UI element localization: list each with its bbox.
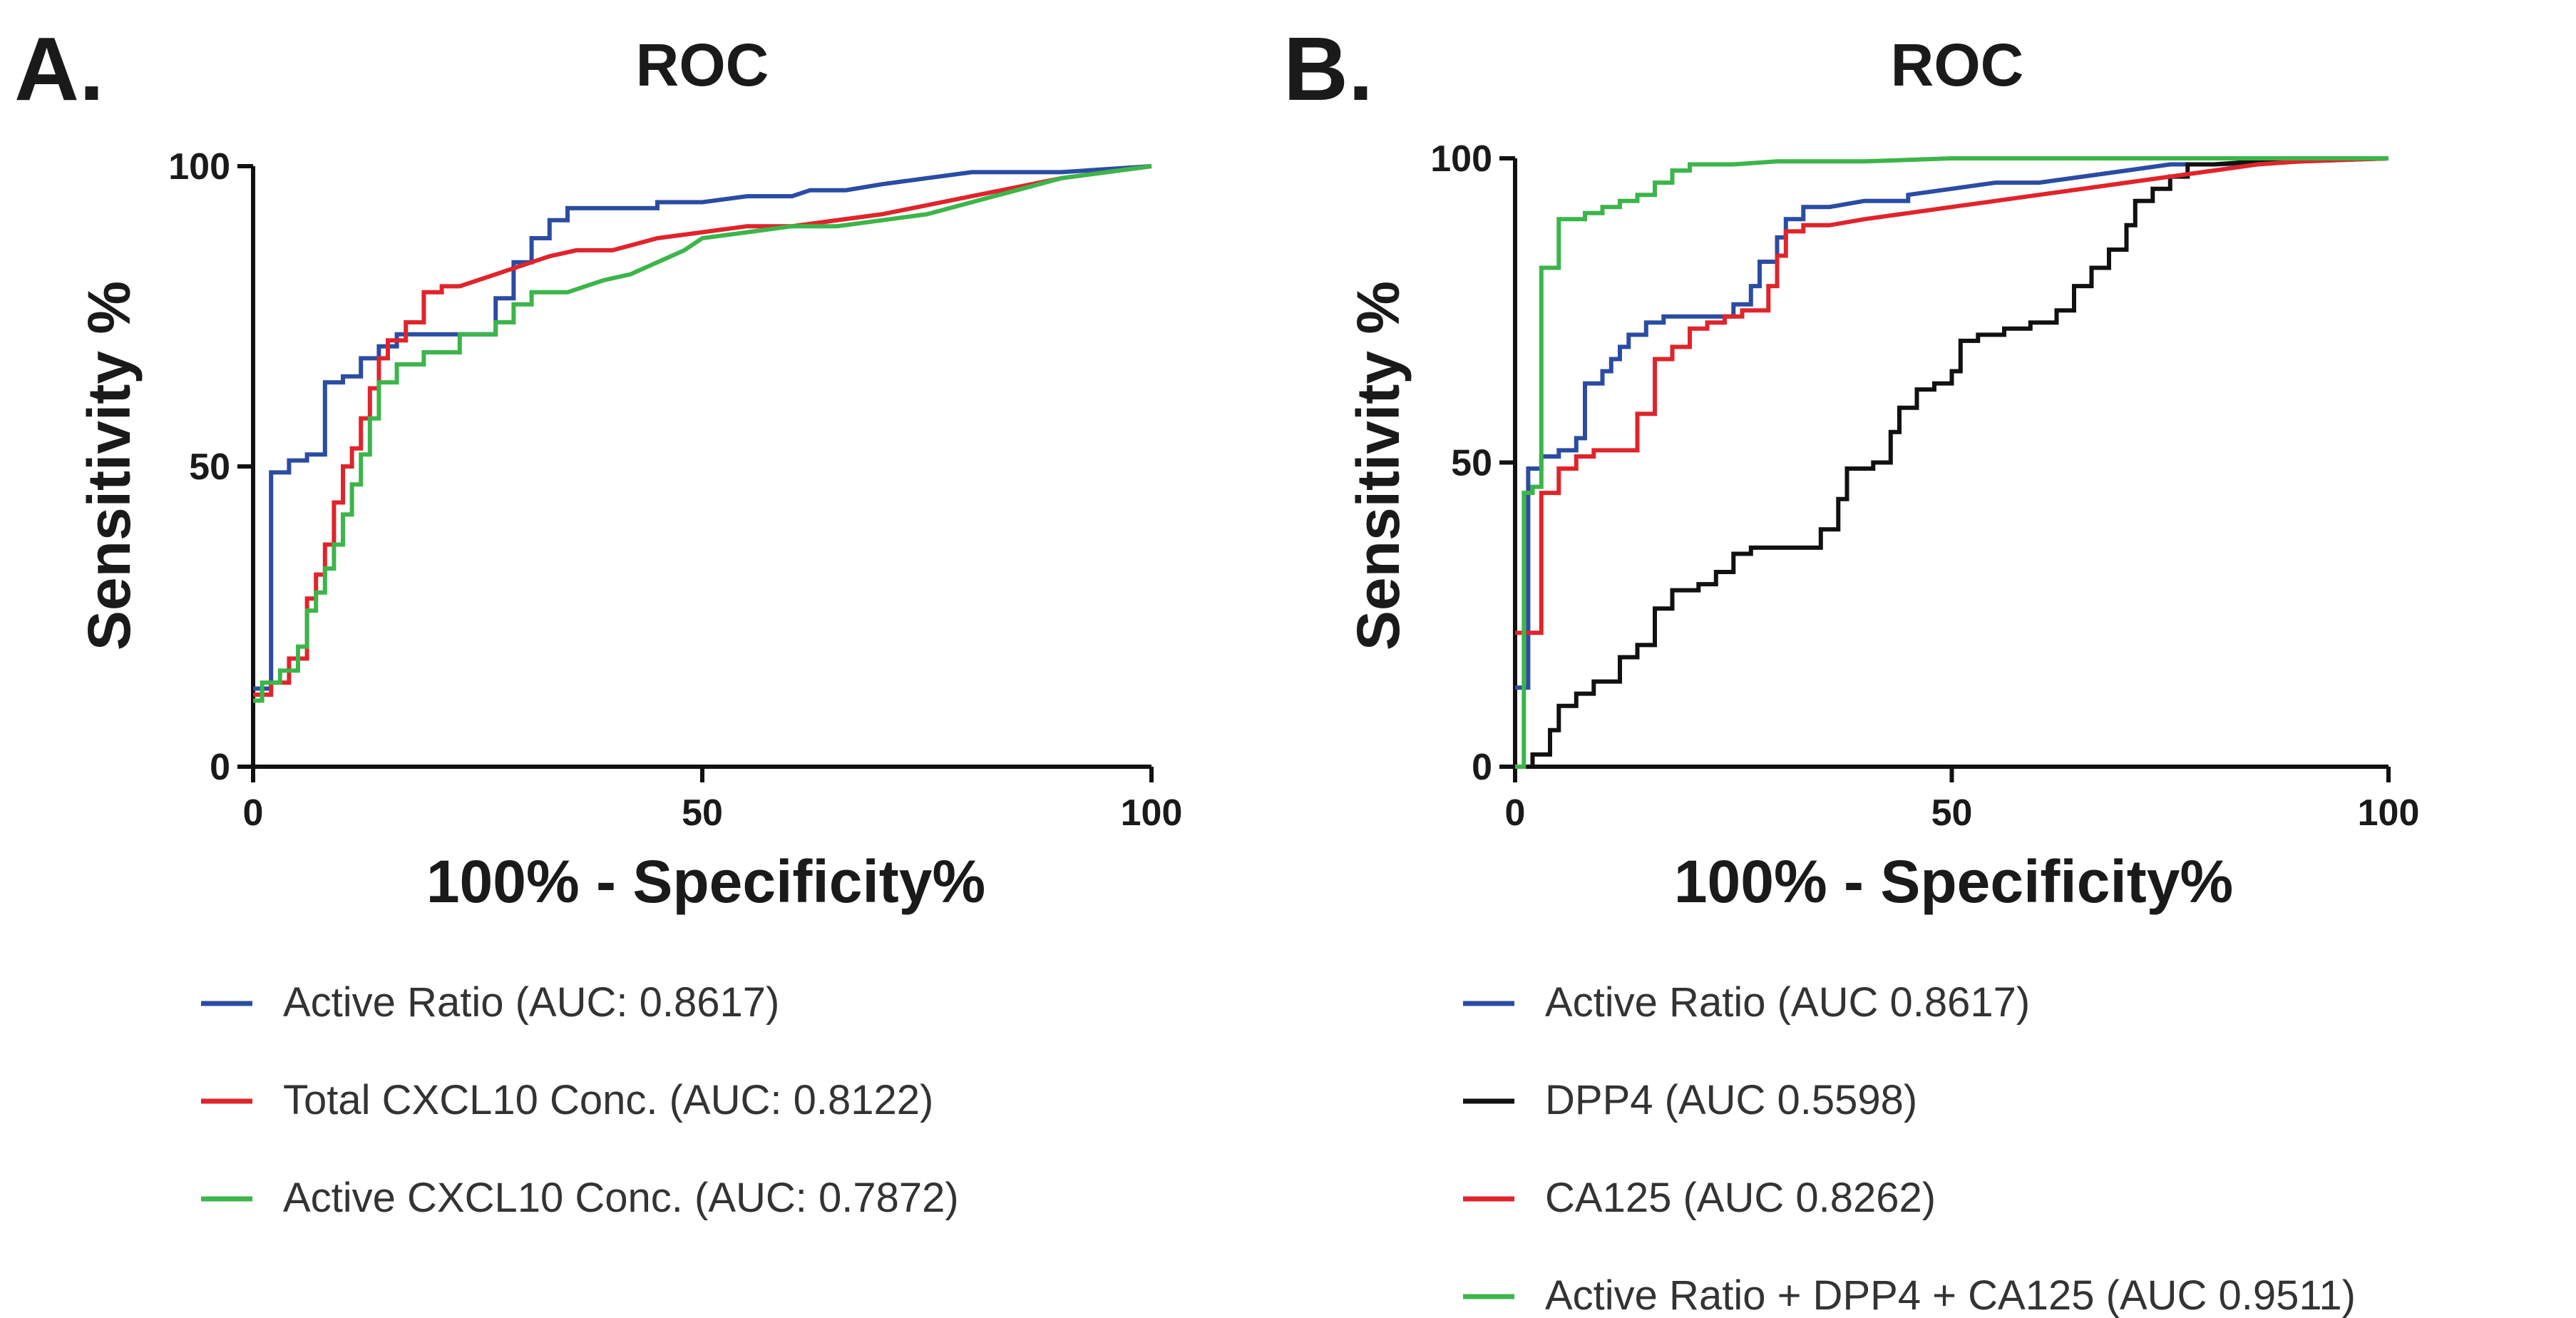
y-tick-label: 50 <box>1451 443 1492 484</box>
y-tick-label: 50 <box>189 446 230 488</box>
series-line-b-0 <box>1515 156 2389 690</box>
panel-b-plot: 0 50 100 0 50 100 <box>1430 138 2419 834</box>
y-tick-label: 100 <box>168 146 230 188</box>
series-line-b-3 <box>1515 156 2388 769</box>
panel-b-y-axis-title: Sensitivity % <box>1345 281 1412 650</box>
series-line-b-2 <box>1515 156 2389 635</box>
legend-entry: Active Ratio (AUC 0.8617) <box>1545 979 2030 1026</box>
series-line-a-0 <box>253 164 1152 691</box>
legend-entry: DPP4 (AUC 0.5598) <box>1545 1077 1917 1123</box>
panel-a-y-axis-title: Sensitivity % <box>76 281 143 650</box>
x-tick-label: 100 <box>2358 792 2420 834</box>
panel-a-x-axis-title: 100% - Specificity% <box>426 848 985 915</box>
y-tick-label: 0 <box>1472 747 1492 788</box>
y-tick-label: 0 <box>210 747 230 788</box>
panel-b-title: ROC <box>1891 31 2024 98</box>
panel-a-title: ROC <box>636 31 769 98</box>
x-tick-label: 100 <box>1121 792 1183 834</box>
panel-a-legend: Active Ratio (AUC: 0.8617) Total CXCL10 C… <box>201 979 959 1221</box>
legend-entry: Active Ratio (AUC: 0.8617) <box>283 979 779 1026</box>
panel-b-letter: B. <box>1283 19 1373 119</box>
y-tick-label: 100 <box>1430 138 1492 180</box>
x-tick-label: 0 <box>243 792 264 834</box>
legend-entry: Active Ratio + DPP4 + CA125 (AUC 0.9511) <box>1545 1272 2356 1318</box>
x-tick-label: 0 <box>1505 792 1526 834</box>
series-line-a-2 <box>253 164 1152 703</box>
legend-entry: CA125 (AUC 0.8262) <box>1545 1175 1936 1221</box>
legend-entry: Active CXCL10 Conc. (AUC: 0.7872) <box>283 1175 959 1221</box>
panel-b-x-axis-title: 100% - Specificity% <box>1674 848 2233 915</box>
legend-entry: Total CXCL10 Conc. (AUC: 0.8122) <box>283 1077 933 1123</box>
series-line-b-1 <box>1515 156 2389 769</box>
panel-a-plot: 0 50 100 0 50 100 <box>168 146 1182 834</box>
x-tick-label: 50 <box>1931 792 1973 834</box>
x-tick-label: 50 <box>682 792 723 834</box>
panel-b-legend: Active Ratio (AUC 0.8617) DPP4 (AUC 0.559… <box>1463 979 2356 1318</box>
series-line-a-1 <box>253 164 1152 697</box>
panel-a-letter: A. <box>14 19 104 119</box>
